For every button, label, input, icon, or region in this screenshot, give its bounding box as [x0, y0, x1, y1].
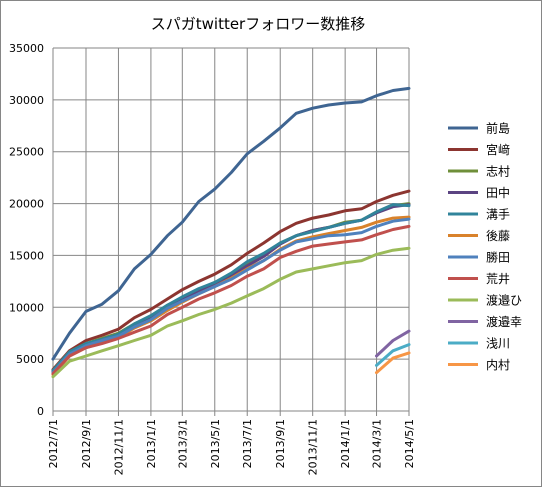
y-tick-label: 15000	[9, 249, 44, 262]
x-tick-label: 2014/1/1	[339, 419, 352, 468]
x-tick-label: 2013/3/1	[176, 419, 189, 468]
x-tick-label: 2013/5/1	[209, 419, 222, 468]
legend-label: 前島	[486, 121, 510, 136]
series-line-5	[51, 203, 411, 373]
x-tick-label: 2013/11/1	[307, 419, 320, 475]
x-tick-label: 2013/1/1	[145, 419, 158, 468]
x-tick-label: 2013/7/1	[241, 419, 254, 468]
series-line-1	[51, 86, 411, 361]
y-tick-label: 35000	[9, 42, 44, 55]
y-tick-label: 25000	[9, 146, 44, 159]
series-line-12	[375, 351, 411, 375]
series-line-7	[51, 217, 411, 375]
series-line-2	[51, 189, 411, 371]
legend-label: 志村	[486, 165, 510, 179]
legend-label: 宮﨑	[486, 142, 510, 157]
series-line-10	[375, 329, 411, 358]
y-tick-label: 0	[37, 405, 44, 418]
series-line-11	[375, 343, 411, 367]
y-tick-label: 10000	[9, 301, 44, 314]
legend-label: 溝手	[486, 208, 510, 222]
y-axis: 0 5000 10000 15000 20000 25000 30000 35000	[9, 42, 54, 418]
y-tick-label: 30000	[9, 94, 44, 107]
series-lines	[51, 86, 411, 379]
legend-label: 渡邉幸	[486, 314, 522, 329]
series-line-8	[51, 224, 411, 376]
legend-label: 勝田	[486, 250, 510, 265]
chart-title: スパガtwitterフォロワー数推移	[151, 15, 365, 33]
legend-label: 内村	[486, 358, 510, 372]
x-tick-label: 2012/11/1	[112, 419, 125, 475]
x-tick-label: 2012/9/1	[80, 419, 93, 468]
legend-label: 荒井	[486, 272, 510, 286]
x-tick-label: 2012/7/1	[47, 419, 60, 468]
legend-label: 渡邉ひ	[486, 293, 522, 308]
x-tick-label: 2014/3/1	[371, 419, 384, 468]
series-line-9	[51, 246, 411, 379]
x-axis: 2012/7/1 2012/9/1 2012/11/1 2013/1/1 2013/3/…	[47, 410, 416, 475]
x-tick-label: 2013/9/1	[274, 419, 287, 468]
y-tick-label: 5000	[16, 353, 44, 366]
legend-label: 浅川	[486, 337, 510, 351]
y-tick-label: 20000	[9, 198, 44, 211]
legend-label: 田中	[486, 185, 510, 200]
legend-label: 後藤	[486, 229, 510, 243]
x-tick-label: 2014/5/1	[403, 419, 416, 468]
